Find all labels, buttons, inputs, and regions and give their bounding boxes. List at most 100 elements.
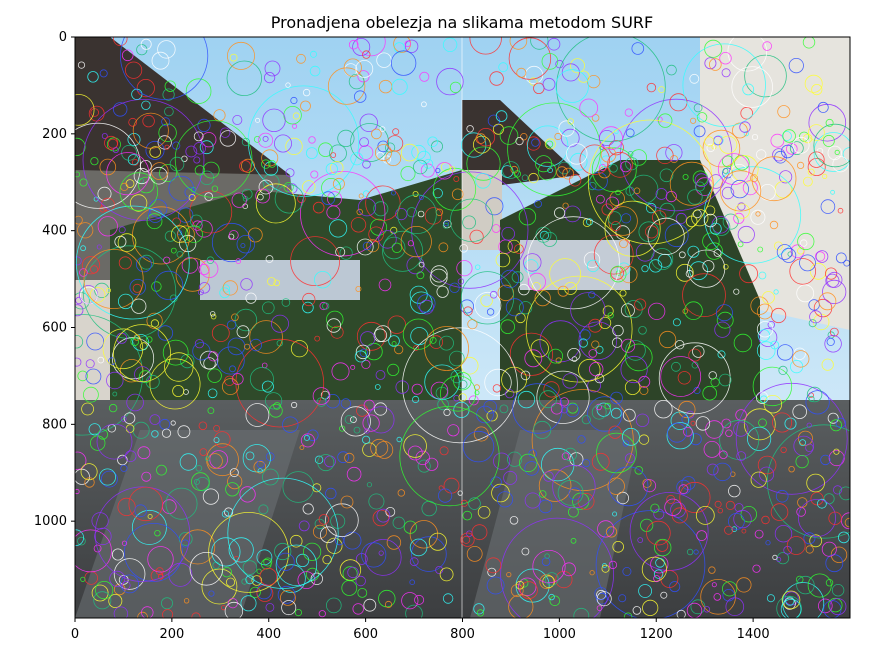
feature-circle (598, 129, 615, 146)
feature-circle (352, 603, 364, 615)
feature-circle (459, 244, 469, 253)
feature-circle (75, 468, 90, 485)
feature-circle (197, 289, 204, 296)
feature-circle (634, 298, 647, 311)
feature-circle (756, 391, 769, 404)
feature-circle (563, 447, 578, 462)
feature-circle (330, 325, 344, 339)
feature-circle (469, 37, 502, 55)
feature-circle (261, 468, 279, 486)
x-axis: 0 200 400 600 800 1000 1200 1400 (71, 618, 770, 642)
feature-circle (96, 244, 102, 250)
feature-circle (88, 423, 101, 436)
feature-circle (80, 245, 86, 252)
feature-circle (462, 215, 477, 230)
feature-circle (80, 576, 86, 582)
feature-circle (708, 58, 722, 71)
feature-circle (796, 161, 805, 169)
feature-circle (827, 412, 839, 424)
feature-circle (754, 529, 764, 539)
feature-circle (185, 78, 212, 104)
feature-circle (736, 451, 747, 462)
feature-circle (682, 273, 726, 318)
x-tick-label: 800 (450, 627, 475, 642)
feature-circle (565, 403, 580, 418)
feature-circle (156, 464, 167, 476)
feature-circle (397, 489, 405, 497)
feature-circle (519, 453, 538, 473)
feature-circle (150, 166, 168, 185)
feature-circle (207, 407, 215, 415)
feature-circle (654, 400, 673, 419)
feature-circle (781, 590, 801, 610)
feature-markers (75, 37, 850, 618)
feature-circle (774, 525, 793, 543)
feature-circle (387, 363, 400, 376)
feature-circle (721, 581, 738, 597)
feature-circle (591, 404, 607, 420)
feature-circle (75, 215, 83, 225)
feature-circle (356, 208, 363, 216)
feature-circle (503, 470, 518, 485)
feature-circle (595, 510, 706, 618)
feature-circle (474, 390, 480, 396)
feature-circle (467, 319, 478, 330)
feature-circle (378, 230, 397, 249)
feature-circle (524, 461, 539, 476)
feature-circle (740, 506, 758, 523)
feature-circle (509, 37, 528, 50)
feature-circle (219, 287, 231, 299)
feature-circle (202, 161, 220, 179)
feature-circle (544, 572, 559, 586)
feature-circle (321, 177, 341, 198)
feature-circle (820, 199, 836, 214)
feature-circle (758, 271, 767, 280)
feature-circle (300, 433, 315, 448)
feature-circle (183, 598, 190, 604)
feature-circle (411, 536, 447, 572)
feature-circle (134, 504, 148, 518)
feature-circle (562, 202, 569, 209)
feature-circle (694, 181, 705, 192)
feature-circle (587, 378, 601, 393)
feature-circle (776, 557, 782, 563)
feature-circle (460, 271, 515, 325)
feature-circle (655, 557, 665, 568)
feature-circle (161, 428, 172, 438)
feature-circle (302, 503, 314, 515)
feature-circle (506, 451, 523, 467)
feature-circle (253, 460, 267, 474)
feature-circle (397, 194, 437, 235)
feature-circle (828, 450, 845, 467)
feature-circle (121, 580, 131, 590)
feature-circle (828, 511, 842, 526)
feature-circle (512, 383, 563, 434)
feature-circle (314, 455, 324, 464)
feature-circle (743, 131, 749, 137)
feature-circle (85, 368, 102, 385)
feature-circle (713, 462, 732, 482)
feature-circle (759, 395, 768, 404)
feature-circle (102, 328, 144, 370)
feature-circle (113, 606, 129, 618)
feature-circle (567, 118, 574, 125)
feature-circle (157, 40, 176, 59)
feature-circle (198, 282, 211, 294)
feature-circle (129, 278, 146, 296)
feature-circle (466, 125, 474, 133)
feature-circle (588, 349, 598, 358)
feature-circle (728, 513, 745, 530)
feature-circle (387, 315, 407, 334)
feature-circle (327, 67, 366, 105)
feature-circle (608, 560, 618, 570)
feature-circle (319, 301, 328, 311)
feature-circle (810, 492, 824, 506)
feature-circle (267, 277, 276, 286)
feature-circle (528, 449, 537, 458)
x-tick-label: 200 (159, 627, 184, 642)
feature-circle (704, 136, 715, 147)
feature-circle (435, 566, 444, 575)
feature-circle (473, 603, 485, 615)
feature-circle (211, 185, 219, 192)
feature-circle (837, 531, 850, 544)
